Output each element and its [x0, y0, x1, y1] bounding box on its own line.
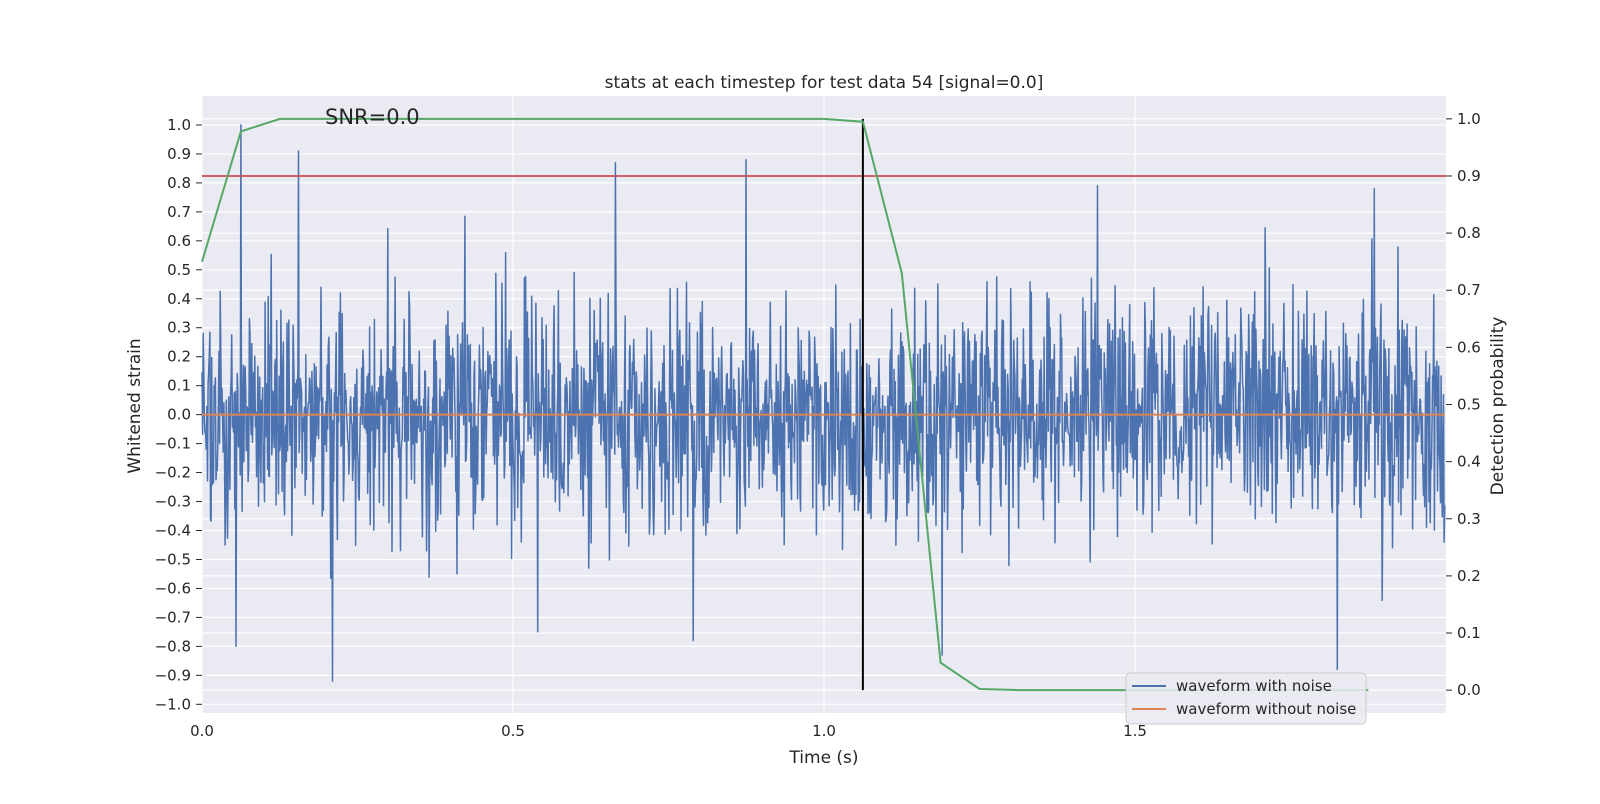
y-tick-label-right: 1.0 [1457, 110, 1481, 128]
y-tick-label-left: 0.8 [167, 174, 191, 192]
legend-box [1125, 672, 1367, 725]
y-tick-label-left: −0.3 [155, 493, 191, 511]
y-tick-label-left: 0.0 [167, 406, 191, 424]
y-tick-label-left: −0.5 [155, 550, 191, 568]
legend-label-without-noise: waveform without noise [1176, 700, 1356, 718]
y-axis-label-left: Whitened strain [125, 338, 145, 473]
y-tick-label-left: −0.9 [155, 666, 191, 684]
y-tick-label-right: 0.1 [1457, 624, 1481, 642]
x-tick-label: 0.0 [190, 722, 214, 740]
y-axis-label-right: Detection probability [1488, 317, 1508, 496]
y-tick-label-left: −1.0 [155, 695, 191, 713]
snr-annotation: SNR=0.0 [325, 105, 420, 129]
legend: waveform with noise waveform without noi… [1125, 672, 1367, 725]
x-axis-label: Time (s) [788, 748, 858, 768]
y-tick-label-left: −0.7 [155, 608, 191, 626]
x-tick-label: 0.5 [501, 722, 525, 740]
y-tick-label-left: 0.4 [167, 290, 191, 308]
y-tick-label-left: −0.1 [155, 435, 191, 453]
y-tick-label-right: 0.6 [1457, 338, 1481, 356]
y-tick-label-right: 0.5 [1457, 396, 1481, 414]
waveform-with-noise-series [201, 124, 1446, 682]
y-tick-label-right: 0.8 [1457, 224, 1481, 242]
y-tick-label-left: 0.3 [167, 319, 191, 337]
y-tick-label-left: −0.2 [155, 464, 191, 482]
y-tick-label-right: 0.2 [1457, 567, 1481, 585]
y-tick-label-left: 0.1 [167, 377, 191, 395]
y-tick-label-left: −0.8 [155, 637, 191, 655]
y-tick-label-right: 0.0 [1457, 681, 1481, 699]
y-tick-label-left: −0.6 [155, 579, 191, 597]
y-tick-label-right: 0.7 [1457, 281, 1481, 299]
y-tick-label-right: 0.4 [1457, 453, 1481, 471]
y-tick-label-right: 0.3 [1457, 510, 1481, 528]
chart-title: stats at each timestep for test data 54 … [605, 73, 1044, 93]
y-tick-label-left: 0.6 [167, 232, 191, 250]
y-tick-label-left: 0.7 [167, 203, 191, 221]
axes: 0.0 0.5 1.0 1.5 1.0 0.9 0.8 0.7 0.6 0.5 0.4 0.3 0.2 0… [155, 110, 1481, 740]
y-tick-label-left: −0.4 [155, 522, 191, 540]
y-tick-label-left: 0.9 [167, 145, 191, 163]
x-tick-label: 1.0 [812, 722, 836, 740]
y-tick-label-left: 0.5 [167, 261, 191, 279]
x-tick-label: 1.5 [1123, 722, 1147, 740]
y-tick-label-left: 0.2 [167, 348, 191, 366]
waveform-with-noise-line [201, 124, 1446, 682]
y-tick-label-left: 1.0 [167, 116, 191, 134]
legend-label-with-noise: waveform with noise [1176, 677, 1332, 695]
y-tick-label-right: 0.9 [1457, 167, 1481, 185]
